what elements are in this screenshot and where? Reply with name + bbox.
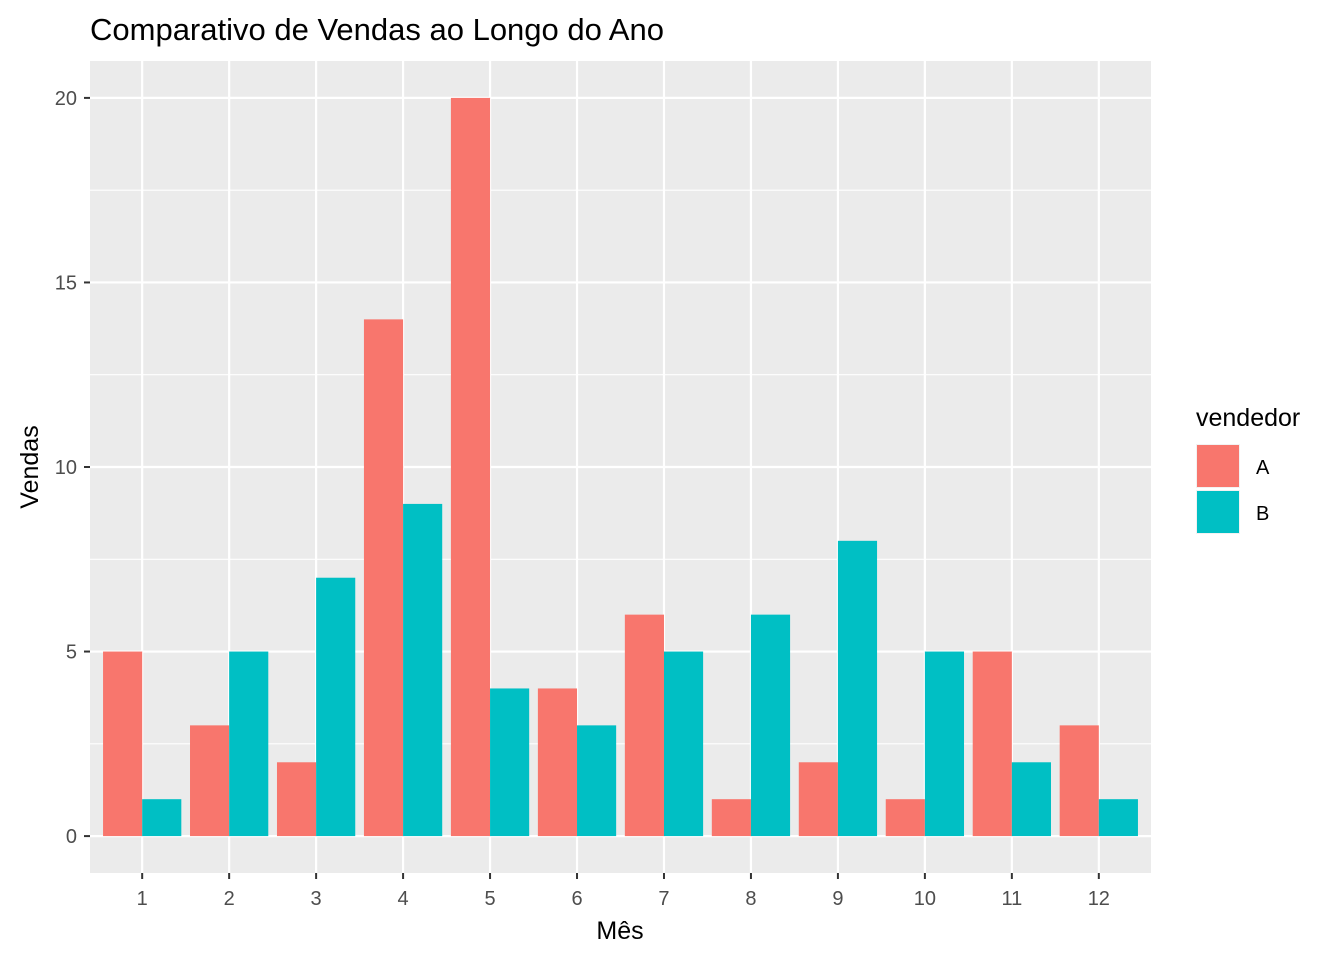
chart-title: Comparativo de Vendas ao Longo do Ano [90, 12, 664, 47]
bar-a-4 [363, 319, 404, 837]
bar-b-4 [403, 503, 443, 837]
x-tick-label: 8 [745, 888, 756, 910]
bar-b-9 [837, 540, 878, 837]
bar-b-2 [229, 651, 269, 837]
bar-b-3 [316, 577, 356, 837]
x-tick-label: 4 [398, 888, 409, 910]
bar-a-8 [711, 799, 751, 837]
x-axis: 1 2 3 4 5 6 7 8 9 10 11 12 [137, 873, 1110, 910]
bar-a-12 [1059, 725, 1099, 837]
legend-label-b: B [1256, 503, 1269, 525]
legend-swatch-b [1197, 491, 1239, 533]
bar-b-7 [663, 651, 704, 837]
bar-a-10 [885, 799, 925, 837]
legend-swatch-a [1197, 445, 1239, 487]
x-tick-label: 3 [311, 888, 322, 910]
bars [103, 97, 1138, 837]
y-axis-title: Vendas [16, 425, 44, 508]
bar-a-7 [624, 614, 664, 837]
bar-a-1 [103, 651, 143, 837]
bar-b-11 [1011, 762, 1051, 837]
bar-b-5 [490, 688, 530, 837]
bar-b-12 [1098, 799, 1138, 837]
bar-b-6 [577, 725, 617, 837]
bar-a-3 [276, 762, 317, 837]
legend-title: vendedor [1196, 404, 1300, 432]
bar-a-5 [450, 97, 491, 837]
x-axis-title: Mês [596, 917, 643, 945]
y-tick-label: 15 [55, 272, 77, 294]
bar-b-10 [924, 651, 965, 837]
y-tick-label: 20 [55, 88, 77, 110]
bar-a-9 [798, 762, 838, 837]
x-tick-label: 11 [1001, 888, 1022, 910]
y-tick-label: 10 [55, 457, 77, 479]
x-tick-label: 2 [224, 888, 235, 910]
bar-a-11 [972, 651, 1012, 837]
x-tick-label: 7 [658, 888, 669, 910]
y-axis: 0 5 10 15 20 [55, 88, 90, 848]
x-tick-label: 6 [571, 888, 582, 910]
bar-a-6 [537, 688, 578, 837]
legend: vendedor A B [1196, 404, 1300, 534]
x-tick-label: 10 [914, 888, 936, 910]
bar-a-2 [190, 725, 230, 837]
legend-label-a: A [1256, 457, 1270, 479]
x-tick-label: 12 [1088, 888, 1110, 910]
y-tick-label: 5 [66, 642, 77, 664]
y-tick-label: 0 [66, 826, 77, 848]
x-tick-label: 9 [832, 888, 843, 910]
x-tick-label: 5 [484, 888, 495, 910]
bar-b-8 [750, 614, 791, 837]
bar-b-1 [142, 799, 182, 837]
x-tick-label: 1 [137, 888, 148, 910]
